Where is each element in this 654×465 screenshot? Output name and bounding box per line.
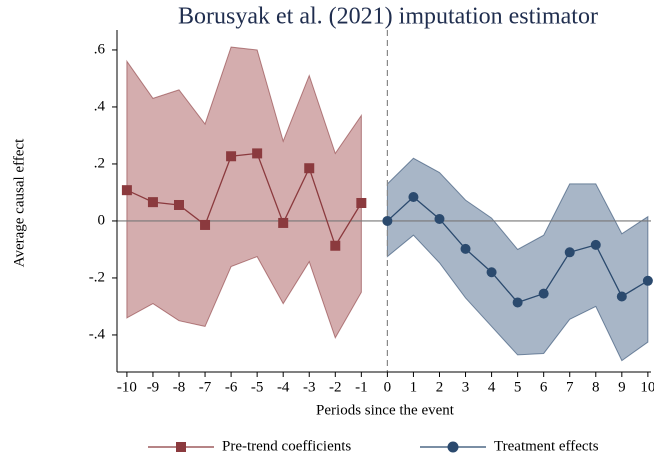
x-tick-label: -1 bbox=[355, 379, 368, 395]
point bbox=[564, 247, 575, 258]
y-tick-label: .2 bbox=[94, 155, 105, 171]
point bbox=[226, 151, 237, 162]
y-tick-label: .6 bbox=[94, 41, 106, 57]
legend-label: Pre-trend coefficients bbox=[222, 438, 351, 454]
x-tick-label: -4 bbox=[277, 379, 290, 395]
point bbox=[252, 148, 263, 159]
chart-title: Borusyak et al. (2021) imputation estima… bbox=[178, 4, 598, 30]
point bbox=[147, 197, 158, 208]
point bbox=[121, 185, 132, 196]
point bbox=[304, 163, 315, 174]
x-tick-label: 5 bbox=[514, 379, 522, 395]
x-tick-label: 2 bbox=[436, 379, 444, 395]
point bbox=[486, 267, 497, 278]
x-tick-label: -2 bbox=[329, 379, 342, 395]
point bbox=[408, 192, 419, 203]
legend-marker bbox=[447, 441, 459, 453]
point bbox=[538, 288, 549, 299]
y-tick-label: 0 bbox=[98, 212, 106, 228]
confidence-band bbox=[126, 46, 362, 340]
y-axis-label: Average causal effect bbox=[11, 138, 27, 267]
y-tick-label: .4 bbox=[94, 98, 106, 114]
series-line bbox=[126, 152, 362, 248]
x-axis-label: Periods since the event bbox=[316, 402, 455, 418]
x-tick-label: 7 bbox=[566, 379, 574, 395]
y-tick-label: -.2 bbox=[89, 269, 105, 285]
x-tick-label: -5 bbox=[251, 379, 264, 395]
point bbox=[434, 213, 445, 224]
x-tick-label: 0 bbox=[384, 379, 392, 395]
x-tick-label: -10 bbox=[117, 379, 137, 395]
point bbox=[590, 239, 601, 250]
x-tick-label: -9 bbox=[147, 379, 160, 395]
x-tick-label: 10 bbox=[640, 379, 654, 395]
x-tick-label: -6 bbox=[225, 379, 238, 395]
x-tick-label: -7 bbox=[199, 379, 212, 395]
point bbox=[382, 215, 393, 226]
x-tick-label: -8 bbox=[173, 379, 186, 395]
legend-label: Treatment effects bbox=[494, 438, 599, 454]
x-tick-label: 6 bbox=[540, 379, 548, 395]
legend-marker bbox=[176, 442, 186, 452]
point bbox=[200, 219, 211, 230]
x-tick-label: 9 bbox=[618, 379, 626, 395]
point bbox=[278, 217, 289, 228]
point bbox=[356, 197, 367, 208]
point bbox=[173, 199, 184, 210]
confidence-band bbox=[386, 157, 649, 362]
point bbox=[616, 291, 627, 302]
x-tick-label: 4 bbox=[488, 379, 496, 395]
x-tick-label: 3 bbox=[462, 379, 470, 395]
y-tick-label: -.4 bbox=[89, 326, 106, 342]
point bbox=[512, 297, 523, 308]
point bbox=[642, 275, 653, 286]
point bbox=[330, 240, 341, 251]
point bbox=[460, 243, 471, 254]
x-tick-label: 8 bbox=[592, 379, 600, 395]
x-tick-label: -3 bbox=[303, 379, 316, 395]
x-tick-label: 1 bbox=[410, 379, 418, 395]
